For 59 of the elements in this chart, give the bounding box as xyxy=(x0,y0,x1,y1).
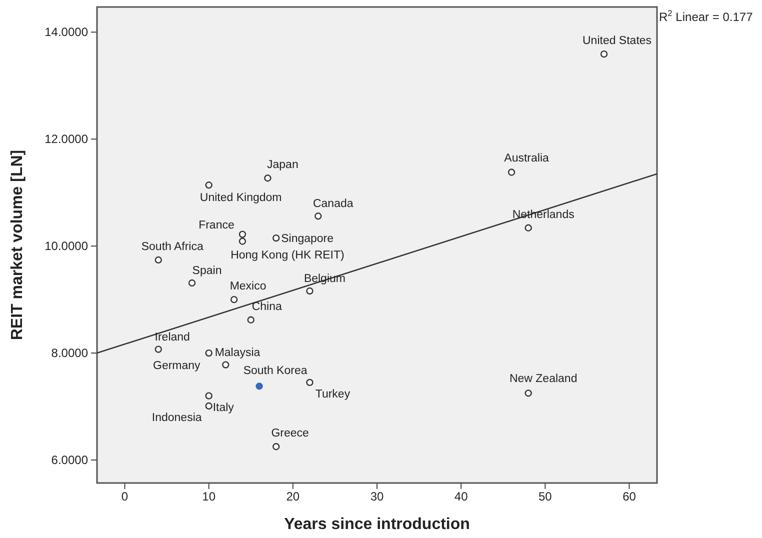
text: R$^{2}$ Linear = 0.177 xyxy=(659,8,754,24)
point xyxy=(272,443,280,450)
point xyxy=(314,212,322,220)
annotation: United States xyxy=(582,35,652,48)
annotation: Germany xyxy=(153,360,201,372)
point xyxy=(306,287,314,295)
x-axis-title: Years since introduction xyxy=(284,516,470,533)
x-tick-label: 10 xyxy=(202,490,216,504)
annotation: Mexico xyxy=(230,280,266,293)
y-tick-label: 8.0000 xyxy=(51,346,88,360)
point xyxy=(247,316,254,324)
x-tick-label: 60 xyxy=(622,490,636,504)
point xyxy=(306,378,314,386)
x-tick-label: 40 xyxy=(454,490,468,504)
x-tick-label: 50 xyxy=(538,490,552,504)
point xyxy=(600,50,608,58)
annotation: France xyxy=(198,219,234,232)
annotation: Indonesia xyxy=(152,412,202,424)
y-tick-label: 6.0000 xyxy=(51,452,88,467)
annotation: Malaysia xyxy=(214,347,261,360)
point xyxy=(524,390,532,397)
point xyxy=(205,349,212,357)
annotation: Japan xyxy=(267,159,298,172)
point xyxy=(230,296,238,304)
point xyxy=(524,224,532,232)
point xyxy=(154,346,162,353)
point xyxy=(238,230,246,238)
annotation: Hong Kong (HK REIT) xyxy=(230,249,345,262)
point xyxy=(264,174,272,182)
y-tick-label: 14.0000 xyxy=(44,24,88,39)
annotation: Spain xyxy=(192,264,222,277)
annotation: Canada xyxy=(312,198,354,210)
y-axis-title: REIT market volume [LN] xyxy=(9,150,26,340)
point xyxy=(272,234,280,242)
annotation: Singapore xyxy=(281,233,334,246)
point xyxy=(222,361,230,368)
point xyxy=(205,392,212,400)
point xyxy=(508,168,516,176)
annotation: Australia xyxy=(504,152,550,164)
point xyxy=(188,279,196,287)
point xyxy=(154,256,162,264)
annotation: New Zealand xyxy=(509,373,578,386)
annotation: South Africa xyxy=(141,240,204,253)
x-tick-label: 20 xyxy=(286,490,300,504)
annotation: South Korea xyxy=(243,365,308,378)
point xyxy=(256,382,263,390)
annotation: Italy xyxy=(212,402,234,414)
x-tick-label: 0 xyxy=(121,490,128,504)
point xyxy=(205,402,212,410)
point xyxy=(205,182,212,189)
annotation: Ireland xyxy=(154,331,190,344)
y-tick-label: 12.0000 xyxy=(44,132,88,146)
y-tick-label: 10.0000 xyxy=(44,238,88,253)
annotation: China xyxy=(252,300,282,313)
point xyxy=(238,238,246,245)
annotation: United Kingdom xyxy=(200,192,282,204)
annotation: Turkey xyxy=(315,388,350,400)
annotation: Greece xyxy=(271,428,309,440)
x-tick-label: 30 xyxy=(370,490,384,504)
